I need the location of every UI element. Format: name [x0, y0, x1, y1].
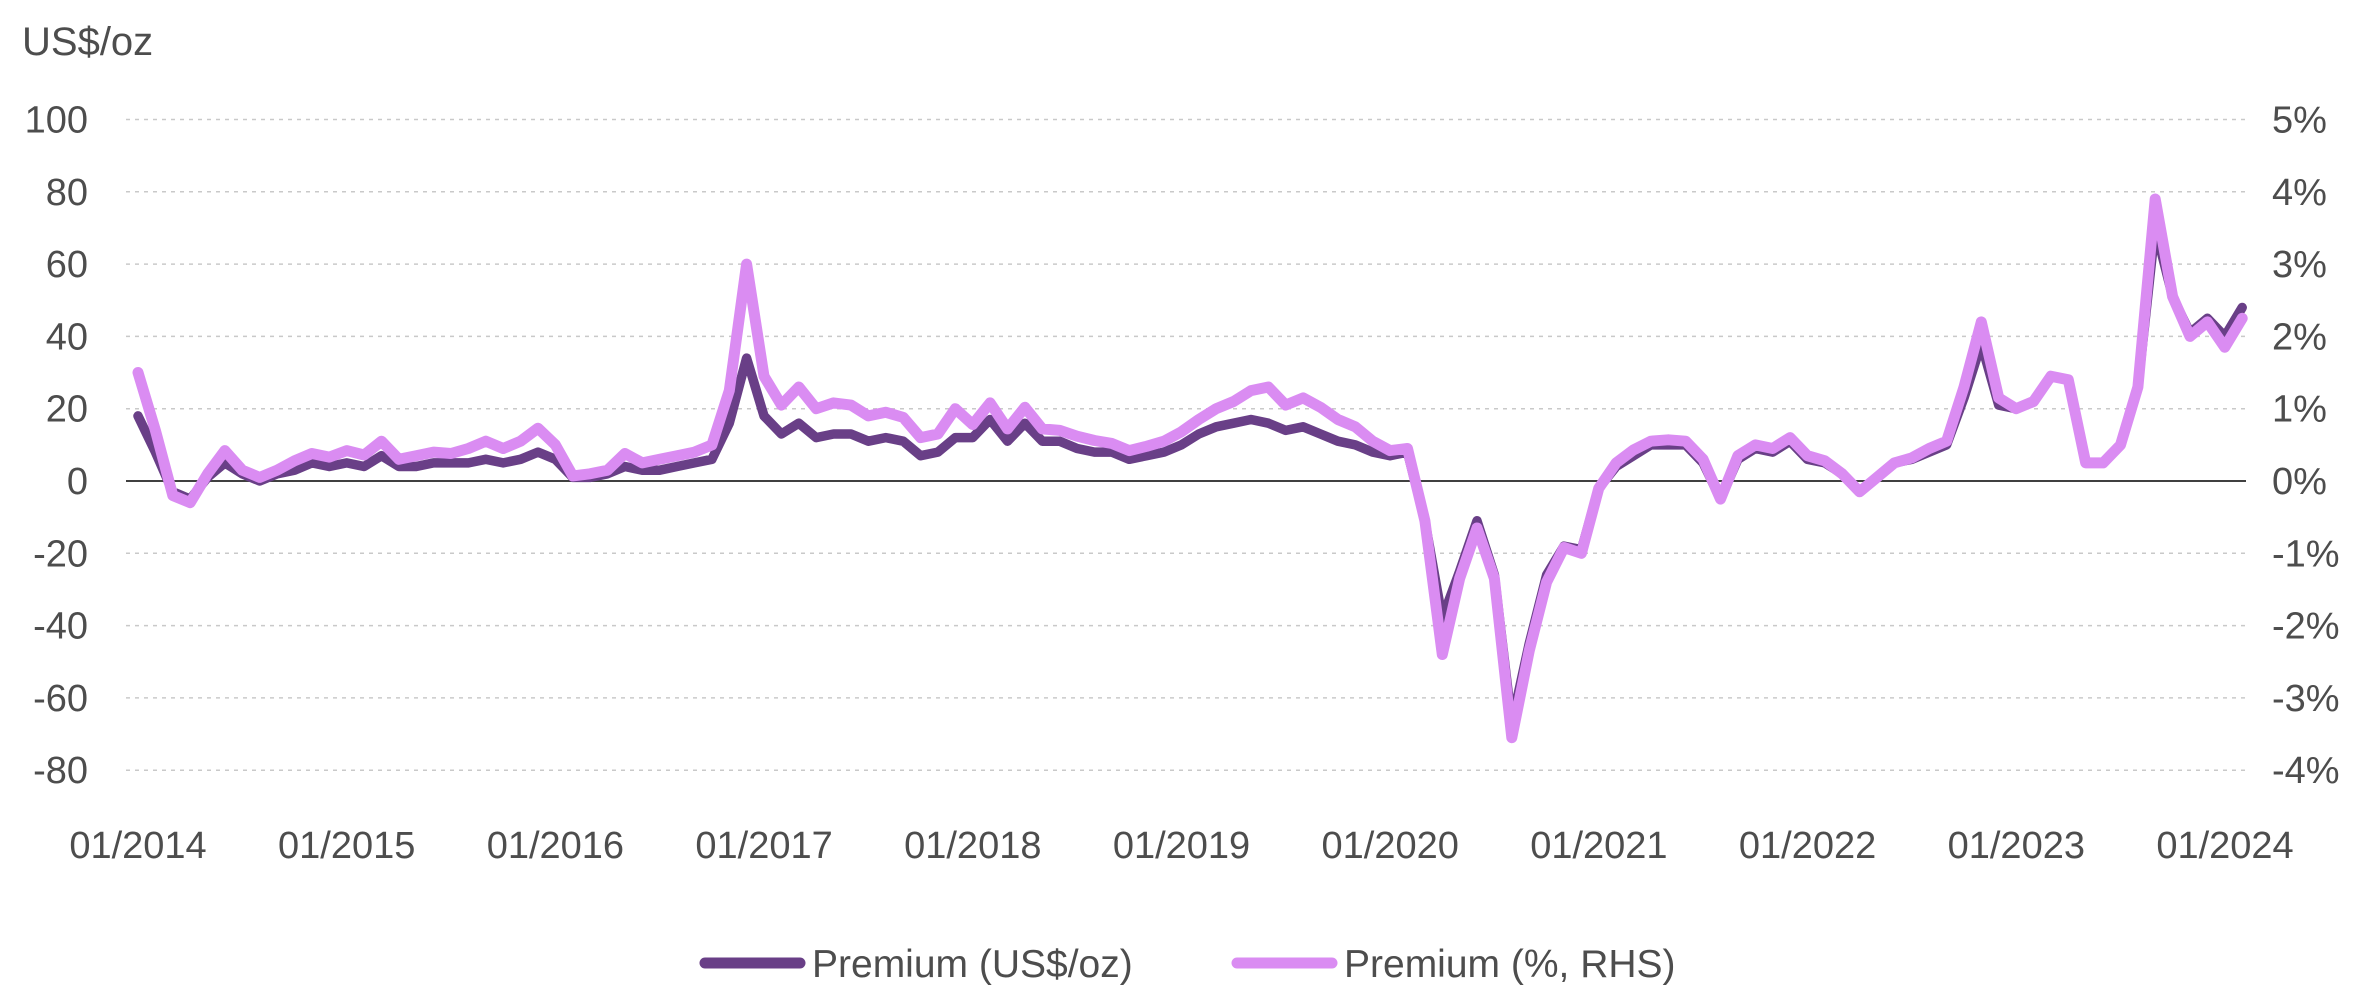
right-axis-tick-label: -1% [2272, 533, 2340, 575]
left-axis-tick-label: 100 [25, 100, 88, 142]
series-line-premium-usd [133, 223, 2247, 728]
series-line-premium-pct [132, 193, 2248, 744]
right-axis-tick-label: 4% [2272, 172, 2327, 214]
x-axis-tick-label: 01/2022 [1739, 825, 1876, 867]
x-axis-tick-label: 01/2017 [695, 825, 832, 867]
right-axis-tick-label: 1% [2272, 389, 2327, 431]
x-axis-tick-label: 01/2020 [1322, 825, 1459, 867]
left-axis-tick-label: 40 [46, 316, 88, 358]
legend-label-premium-pct: Premium (%, RHS) [1344, 943, 1676, 986]
left-axis-tick-label: -20 [33, 533, 88, 575]
right-axis-tick-label: 5% [2272, 100, 2327, 142]
right-axis-tick-label: 0% [2272, 461, 2327, 503]
left-axis-tick-label: -40 [33, 606, 88, 648]
x-axis-tick-label: 01/2016 [487, 825, 624, 867]
right-axis-tick-label: -4% [2272, 750, 2340, 792]
right-axis-tick-label: -2% [2272, 606, 2340, 648]
x-axis-tick-label: 01/2023 [1948, 825, 2085, 867]
left-axis-tick-label: 80 [46, 172, 88, 214]
x-axis-tick-label: 01/2019 [1113, 825, 1250, 867]
right-axis-tick-label: 2% [2272, 316, 2327, 358]
x-axis-tick-label: 01/2021 [1530, 825, 1667, 867]
right-axis-tick-label: -3% [2272, 678, 2340, 720]
left-axis-tick-label: 0 [67, 461, 88, 503]
left-axis-tick-label: 20 [46, 389, 88, 431]
left-axis-tick-label: -80 [33, 750, 88, 792]
left-axis-unit-label: US$/oz [22, 20, 154, 64]
x-axis-tick-label: 01/2014 [69, 825, 206, 867]
legend-label-premium-usd: Premium (US$/oz) [812, 943, 1133, 986]
x-axis-tick-label: 01/2015 [278, 825, 415, 867]
x-axis-tick-label: 01/2018 [904, 825, 1041, 867]
left-axis-tick-label: -60 [33, 678, 88, 720]
right-axis-tick-label: 3% [2272, 244, 2327, 286]
x-axis-tick-label: 01/2024 [2156, 825, 2293, 867]
left-axis-tick-label: 60 [46, 244, 88, 286]
